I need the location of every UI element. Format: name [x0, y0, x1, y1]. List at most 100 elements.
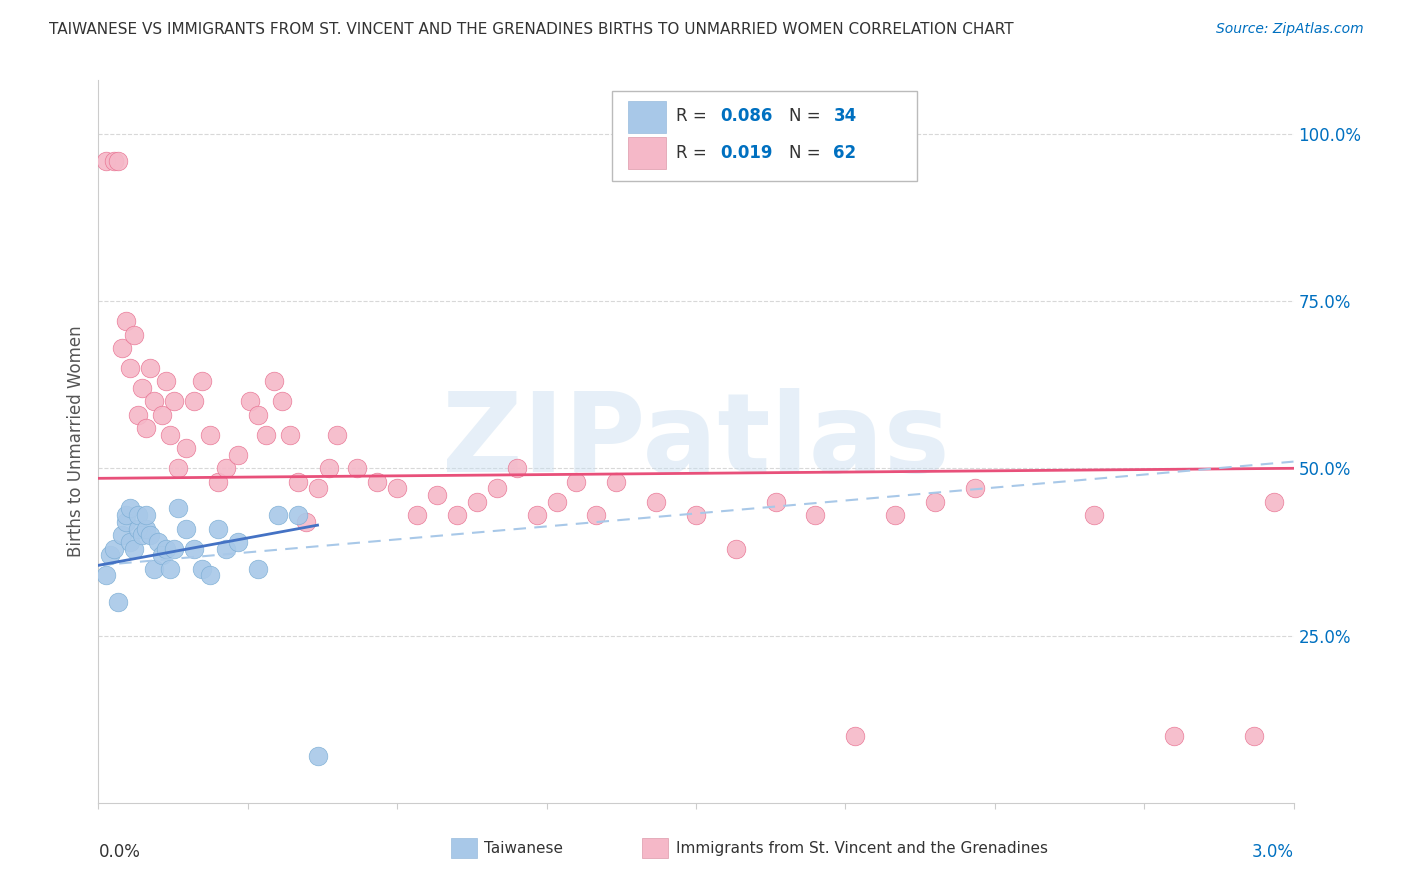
Point [174, 442, 197, 455]
Text: 62: 62 [834, 144, 856, 161]
Point [844, 729, 866, 743]
Point [191, 562, 214, 576]
Point [107, 595, 129, 609]
Text: TAIWANESE VS IMMIGRANTS FROM ST. VINCENT AND THE GRENADINES BIRTHS TO UNMARRIED : TAIWANESE VS IMMIGRANTS FROM ST. VINCENT… [49, 22, 1014, 37]
Point [307, 749, 329, 764]
Text: ZIPatlas: ZIPatlas [441, 388, 950, 495]
Text: N =: N = [789, 107, 827, 126]
Point [215, 461, 238, 475]
Point [239, 394, 262, 409]
Point [884, 508, 907, 523]
Point [143, 562, 166, 576]
Point [115, 515, 138, 529]
Point [139, 528, 162, 542]
Point [127, 408, 149, 422]
Point [506, 461, 529, 475]
Point [1263, 494, 1285, 508]
Point [263, 375, 285, 389]
Point [163, 541, 186, 556]
Point [103, 541, 125, 556]
Point [127, 521, 149, 535]
Text: N =: N = [789, 144, 827, 161]
Point [963, 482, 986, 496]
Point [111, 341, 134, 355]
Point [207, 521, 229, 535]
Point [155, 541, 177, 556]
Point [326, 427, 349, 442]
Point [139, 361, 162, 376]
Point [207, 475, 229, 489]
Point [150, 408, 173, 422]
Point [96, 153, 118, 168]
Point [585, 508, 607, 523]
Point [183, 394, 205, 409]
Point [346, 461, 368, 475]
Point [98, 548, 122, 563]
Point [426, 488, 449, 502]
Point [246, 408, 269, 422]
Point [254, 427, 277, 442]
Point [226, 448, 249, 462]
Point [159, 562, 181, 576]
Point [127, 508, 149, 523]
Point [724, 541, 747, 556]
Text: 34: 34 [834, 107, 856, 126]
Point [1243, 729, 1265, 743]
Point [406, 508, 429, 523]
Point [226, 534, 249, 549]
FancyBboxPatch shape [628, 101, 666, 133]
Point [107, 153, 129, 168]
Point [135, 421, 157, 435]
Text: R =: R = [676, 107, 711, 126]
Point [307, 482, 329, 496]
FancyBboxPatch shape [613, 91, 917, 181]
Point [163, 394, 186, 409]
Point [115, 314, 138, 328]
Point [198, 568, 221, 582]
Point [198, 427, 221, 442]
Point [246, 562, 269, 576]
Point [270, 394, 292, 409]
Point [191, 375, 214, 389]
Text: Immigrants from St. Vincent and the Grenadines: Immigrants from St. Vincent and the Gren… [676, 841, 1047, 855]
Point [546, 494, 568, 508]
Point [131, 381, 153, 395]
Point [124, 327, 146, 342]
Point [183, 541, 205, 556]
Point [167, 461, 190, 475]
Text: 0.086: 0.086 [720, 107, 772, 126]
Point [120, 361, 142, 376]
Point [645, 494, 668, 508]
Point [924, 494, 946, 508]
Point [1163, 729, 1185, 743]
Point [124, 541, 146, 556]
Text: 0.0%: 0.0% [98, 843, 141, 861]
FancyBboxPatch shape [643, 838, 668, 858]
Point [120, 534, 142, 549]
Point [765, 494, 787, 508]
Point [278, 427, 301, 442]
Point [111, 528, 134, 542]
Point [174, 521, 197, 535]
Point [287, 475, 309, 489]
Point [565, 475, 588, 489]
Point [148, 534, 170, 549]
Point [446, 508, 468, 523]
Point [485, 482, 508, 496]
Text: Taiwanese: Taiwanese [485, 841, 564, 855]
Point [135, 521, 157, 535]
Point [150, 548, 173, 563]
Point [465, 494, 488, 508]
Point [96, 568, 118, 582]
Point [120, 501, 142, 516]
Point [215, 541, 238, 556]
Point [685, 508, 707, 523]
FancyBboxPatch shape [628, 137, 666, 169]
Point [155, 375, 177, 389]
Point [267, 508, 290, 523]
Point [143, 394, 166, 409]
Point [103, 153, 125, 168]
Text: 0.019: 0.019 [720, 144, 772, 161]
Point [366, 475, 388, 489]
Text: 3.0%: 3.0% [1251, 843, 1294, 861]
